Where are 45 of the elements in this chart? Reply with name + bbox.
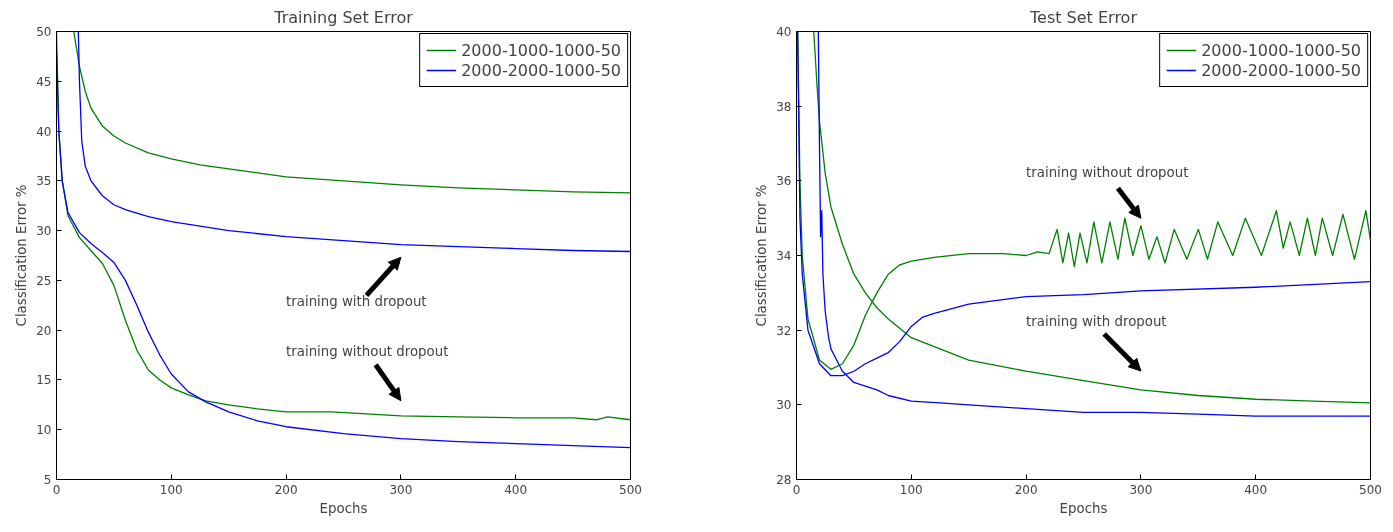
- x-tick-label: 200: [1014, 482, 1038, 497]
- legend-label: 2000-1000-1000-50: [1201, 40, 1361, 60]
- y-tick-label: 25: [36, 273, 52, 288]
- y-tick-label: 20: [36, 323, 52, 338]
- line-series: [77, 31, 631, 253]
- x-tick-label: 500: [619, 482, 642, 497]
- x-tick-label: 100: [159, 482, 183, 497]
- y-tick-label: 50: [36, 25, 52, 39]
- y-tick-label: 5: [43, 473, 52, 487]
- y-axis-title: Classification Error %: [14, 184, 30, 327]
- x-axis-title: Epochs: [319, 500, 368, 516]
- x-tick-label: 400: [504, 482, 528, 497]
- y-tick-label: 15: [36, 373, 52, 388]
- x-tick-label: 400: [1244, 482, 1268, 497]
- x-tick-label: 0: [52, 482, 61, 497]
- legend-label: 2000-1000-1000-50: [461, 40, 621, 60]
- y-tick-label: 40: [36, 124, 52, 139]
- x-tick-label: 300: [1129, 482, 1153, 497]
- y-axis-title: Classification Error %: [754, 184, 770, 327]
- chart-title: Training Set Error: [273, 7, 414, 27]
- annotation: training without dropout: [1026, 165, 1189, 181]
- annotation: training without dropout: [286, 343, 449, 359]
- y-tick-label: 30: [36, 224, 52, 239]
- y-tick-label: 36: [776, 174, 792, 189]
- y-tick-label: 30: [776, 398, 792, 413]
- x-tick-label: 300: [389, 482, 413, 497]
- chart-title: Test Set Error: [1029, 7, 1138, 27]
- x-tick-label: 0: [792, 482, 801, 497]
- y-tick-label: 45: [36, 74, 52, 89]
- y-tick-label: 32: [776, 323, 792, 338]
- y-tick-label: 35: [36, 174, 52, 189]
- legend-label: 2000-2000-1000-50: [1201, 60, 1361, 80]
- annotation: training with dropout: [286, 294, 427, 310]
- annotation: training with dropout: [1026, 313, 1167, 329]
- y-tick-label: 40: [776, 25, 792, 39]
- y-tick-label: 10: [36, 423, 52, 438]
- x-tick-label: 500: [1359, 482, 1382, 497]
- legend-label: 2000-2000-1000-50: [461, 60, 621, 80]
- y-tick-label: 34: [776, 249, 792, 263]
- line-series: [73, 31, 631, 194]
- x-axis-title: Epochs: [1059, 500, 1108, 516]
- x-tick-label: 200: [274, 482, 298, 497]
- y-tick-label: 38: [776, 99, 792, 114]
- x-tick-label: 100: [899, 482, 923, 497]
- y-tick-label: 28: [776, 473, 792, 487]
